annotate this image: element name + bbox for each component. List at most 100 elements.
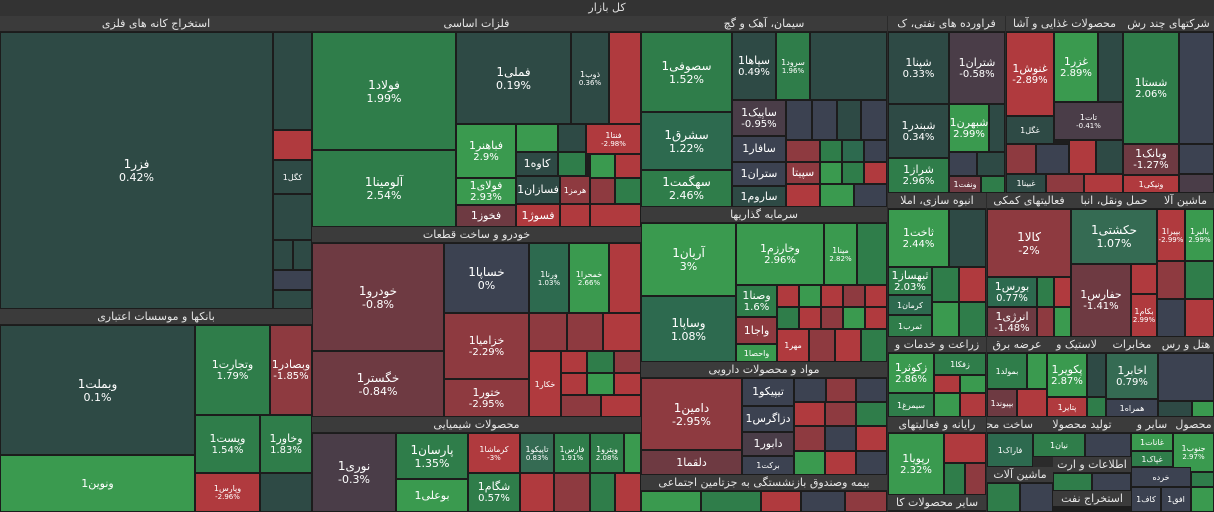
stock-tile[interactable] [854,184,887,207]
stock-tile[interactable] [1037,307,1054,337]
stock-tile-sepita[interactable]: سپیتا [786,162,820,184]
stock-tile[interactable] [1054,307,1071,337]
stock-tile[interactable] [821,285,843,307]
stock-tile-sesofi[interactable]: سصوفی1 1.52% [641,32,732,112]
stock-tile-khamhra[interactable]: خمحرا1 2.66% [569,243,609,313]
stock-tile[interactable] [615,154,641,178]
stock-tile-vkhavar[interactable]: وخاور1 1.83% [260,415,312,473]
stock-tile-dzagros[interactable]: دزاگرس1 [742,406,794,432]
stock-tile[interactable] [820,184,854,207]
sector-transport[interactable]: حمل ونقل، انبا حکشتی1 1.07% حفارس1 -1.41… [1071,193,1157,337]
stock-tile-zaghah[interactable]: زفکا1 [934,353,986,375]
stock-tile[interactable] [810,32,887,100]
sector-automobile[interactable]: خودرو و ساخت قطعات خودرو1 -0.8% خگستر1 -… [312,227,641,417]
stock-tile[interactable] [1157,261,1185,299]
stock-tile[interactable] [989,104,1005,152]
stock-tile-safar[interactable]: سافار1 [732,136,786,162]
stock-tile[interactable] [842,162,864,184]
stock-tile[interactable] [1131,264,1157,294]
stock-tile[interactable] [1017,389,1047,417]
stock-tile[interactable] [932,267,959,302]
stock-tile-shebhren[interactable]: شبهرن1 2.99% [949,104,989,152]
stock-tile-alumina[interactable]: آلومینا1 2.54% [312,150,456,227]
stock-tile[interactable] [1191,487,1214,512]
stock-tile-khkar[interactable]: خکار1 [529,351,561,417]
stock-tile-vniki[interactable]: ونیکی1 [1123,175,1179,193]
stock-tile-tat[interactable]: تات1 -0.41% [1054,102,1123,140]
stock-tile[interactable] [960,375,986,393]
stock-tile[interactable] [777,285,799,307]
stock-tile-nian[interactable]: نیان1 [1033,433,1085,457]
stock-tile[interactable] [981,176,1005,193]
stock-tile-vaja[interactable]: واجا1 [736,317,777,344]
stock-tile[interactable] [1084,174,1123,193]
stock-tile[interactable] [590,204,641,227]
stock-tile-vaheda[interactable]: واحصا1 [736,344,777,362]
sector-holding[interactable]: شرکتهای چند رش شستا1 2.06% وبانک1 -1.27%… [1123,16,1214,193]
stock-tile[interactable] [561,395,601,417]
stock-tile-sepaha[interactable]: سپاها1 0.49% [732,32,776,100]
stock-tile[interactable] [932,302,959,337]
stock-tile[interactable] [949,152,977,176]
sector-computer[interactable]: رایانه و فعالیتهای رپویا1 2.32% [888,417,986,495]
stock-tile-buali[interactable]: بوعلی1 [396,479,468,512]
stock-tile[interactable] [857,223,887,285]
stock-tile-setran[interactable]: ستران1 [732,162,786,186]
stock-tile-kgol[interactable]: کگل1 [273,160,312,194]
stock-tile-pkoor[interactable]: پکویر1 2.87% [1047,353,1087,397]
stock-tile-sapik[interactable]: ساپیک1 -0.95% [732,100,786,136]
stock-tile[interactable] [786,100,812,140]
sector-products-a[interactable]: ساخت محص فاراک1 [987,417,1033,467]
stock-tile-enrji[interactable]: انرژی1 -1.48% [987,307,1037,337]
stock-tile[interactable] [856,402,887,426]
stock-tile[interactable] [293,240,312,270]
sector-insurance[interactable]: بیمه وصندوق بازنشستگی به جزتامین اجتماعی [641,475,887,512]
stock-tile-vsna[interactable]: وصنا1 1.6% [736,285,777,317]
stock-tile[interactable] [959,267,986,302]
stock-tile-khgostar[interactable]: خگستر1 -0.84% [312,351,444,417]
stock-tile[interactable] [1185,299,1214,337]
stock-tile[interactable] [614,351,641,373]
stock-tile-hafars[interactable]: حفارس1 -1.41% [1071,264,1131,337]
stock-tile-simorgh[interactable]: سیمرغ1 [888,393,934,417]
stock-tile[interactable] [864,140,887,162]
stock-tile[interactable] [761,491,801,512]
stock-tile[interactable] [1185,261,1214,299]
stock-tile-kala[interactable]: کالا1 -2% [987,209,1071,277]
stock-tile[interactable] [1098,32,1123,102]
stock-tile[interactable] [561,373,587,395]
stock-tile-foolad[interactable]: فولاد1 1.99% [312,32,456,150]
stock-tile-sashargh[interactable]: سشرق1 1.22% [641,112,732,170]
stock-tile-fameli[interactable]: فملی1 0.19% [456,32,571,124]
stock-tile-fesazan[interactable]: فسازان1 [516,176,560,204]
stock-tile-fbahonar[interactable]: فباهنر1 2.9% [456,124,516,178]
stock-tile-gol[interactable]: غگل1 [1006,116,1054,144]
stock-tile[interactable] [615,178,641,204]
stock-tile[interactable] [1179,174,1214,193]
stock-tile[interactable] [558,124,586,152]
stock-tile-kaveh[interactable]: کاوه1 [516,152,558,176]
stock-tile[interactable] [845,491,887,512]
stock-tile-shegam[interactable]: شگام1 0.57% [468,473,520,512]
sector-other[interactable]: سایر و غانات1 غپاک1 [1131,417,1173,467]
stock-tile[interactable] [821,307,843,329]
stock-tile-vsapa[interactable]: وساپا1 1.08% [641,296,736,362]
stock-tile[interactable] [587,351,614,373]
stock-tile-hkashti[interactable]: حکشتی1 1.07% [1071,209,1157,264]
stock-tile[interactable] [1096,140,1123,174]
stock-tile[interactable] [273,270,312,290]
stock-tile[interactable] [567,313,603,351]
stock-tile-bliar[interactable]: بالبر1 2.99% [1185,209,1214,261]
stock-tile[interactable] [794,378,826,402]
stock-tile-shepna[interactable]: شپنا1 0.33% [888,32,949,104]
sector-food[interactable]: محصولات غذایی و آشا غنوش1 -2.89% غزر1 2.… [1006,16,1123,193]
stock-tile[interactable] [820,162,842,184]
stock-tile[interactable] [861,329,887,362]
stock-tile-sahgmat[interactable]: سهگمت1 2.46% [641,170,732,207]
stock-tile[interactable] [837,100,861,140]
stock-tile[interactable] [799,285,821,307]
stock-tile-kerman[interactable]: کرمان1 [888,295,932,315]
stock-tile-vabmellat[interactable]: وبملت1 0.1% [0,325,195,455]
stock-tile[interactable] [865,307,887,329]
stock-tile[interactable] [561,351,587,373]
